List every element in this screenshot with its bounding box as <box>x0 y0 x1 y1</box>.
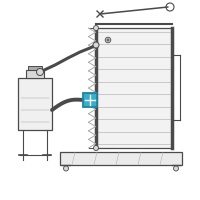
Bar <box>96 28 172 148</box>
Circle shape <box>94 25 98 30</box>
Circle shape <box>64 166 68 171</box>
Bar <box>83 93 97 107</box>
Circle shape <box>36 68 44 75</box>
Bar <box>18 78 52 130</box>
Bar <box>26 70 44 78</box>
Circle shape <box>94 146 98 150</box>
Circle shape <box>174 166 179 171</box>
Circle shape <box>93 42 99 48</box>
Circle shape <box>105 37 111 43</box>
Bar <box>60 152 182 165</box>
Bar <box>28 66 42 70</box>
Circle shape <box>107 39 109 41</box>
